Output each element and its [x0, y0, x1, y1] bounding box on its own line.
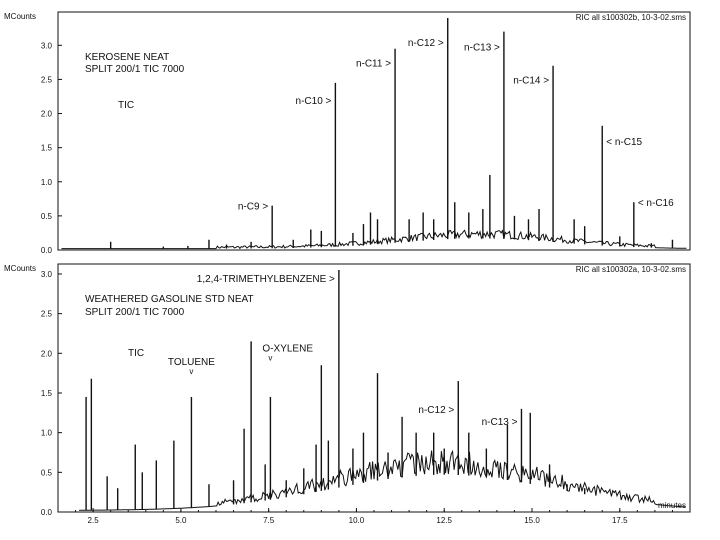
peak-annotation: n-C13 >	[464, 43, 500, 54]
peak-annotation: n-C13 >	[482, 417, 518, 428]
x-tick-label: 5.0	[175, 516, 187, 525]
y-unit-label: MCounts	[4, 12, 36, 21]
y-tick-label: 1.5	[41, 144, 53, 153]
y-tick-label: 0.5	[41, 212, 53, 221]
y-tick-label: 0.5	[41, 468, 53, 477]
peak-annotation: O-XYLENE	[262, 343, 313, 354]
plot-frame	[57, 11, 691, 251]
peak-annotation: n-C12 >	[418, 405, 454, 416]
peak-annotation: n-C11 >	[356, 58, 391, 69]
annotation-arrow: v	[189, 367, 193, 376]
chart-subtitle: SPLIT 200/1 TIC 7000	[85, 307, 185, 318]
y-tick-label: 0.0	[41, 246, 53, 255]
peak-annotation: < n-C16	[638, 198, 674, 209]
trace-label: TIC	[118, 100, 134, 111]
y-tick-label: 1.5	[41, 389, 53, 398]
y-tick-label: 2.5	[41, 310, 53, 319]
peak-annotation: 1,2,4-TRIMETHYLBENZENE >	[197, 274, 335, 285]
x-tick-label: 2.5	[88, 516, 100, 525]
y-unit-label: MCounts	[4, 264, 36, 273]
run-header: RIC all s100302a, 10-3-02.sms	[576, 265, 686, 274]
y-tick-label: 2.0	[41, 349, 53, 358]
peak-annotation: n-C12 >	[408, 38, 444, 49]
peak-annotation: n-C14 >	[513, 75, 549, 86]
y-tick-label: 0.0	[41, 508, 53, 517]
y-tick-label: 3.0	[41, 41, 53, 50]
annotation-arrow: v	[268, 353, 272, 362]
chart-subtitle: SPLIT 200/1 TIC 7000	[85, 64, 185, 75]
peak-annotation: < n-C15	[606, 137, 642, 148]
kerosene-panel: MCounts RIC all s100302b, 10-3-02.sms KERO…	[4, 11, 691, 255]
peak-annotation: TOLUENE	[168, 357, 215, 368]
tic-trace	[61, 229, 687, 250]
chart-title: KEROSENE NEAT	[85, 52, 169, 63]
trace-label: TIC	[128, 348, 144, 359]
y-tick-label: 2.0	[41, 110, 53, 119]
y-tick-label: 2.5	[41, 75, 53, 84]
x-tick-label: 10.0	[349, 516, 365, 525]
gasoline-panel: MCounts RIC all s100302a, 10-3-02.sms WEAT…	[4, 263, 691, 525]
chart-title: WEATHERED GASOLINE STD NEAT	[85, 294, 254, 305]
run-header: RIC all s100302b, 10-3-02.sms	[576, 13, 686, 22]
peak-annotation: n-C9 >	[238, 202, 268, 213]
peak-annotation: n-C10 >	[296, 96, 332, 107]
y-tick-label: 3.0	[41, 270, 53, 279]
y-tick-label: 1.0	[41, 429, 53, 438]
x-tick-label: 12.5	[436, 516, 452, 525]
x-tick-label: 17.5	[612, 516, 628, 525]
y-tick-label: 1.0	[41, 178, 53, 187]
tic-trace	[79, 449, 686, 511]
x-tick-label: 15.0	[524, 516, 540, 525]
x-tick-label: 7.5	[263, 516, 275, 525]
